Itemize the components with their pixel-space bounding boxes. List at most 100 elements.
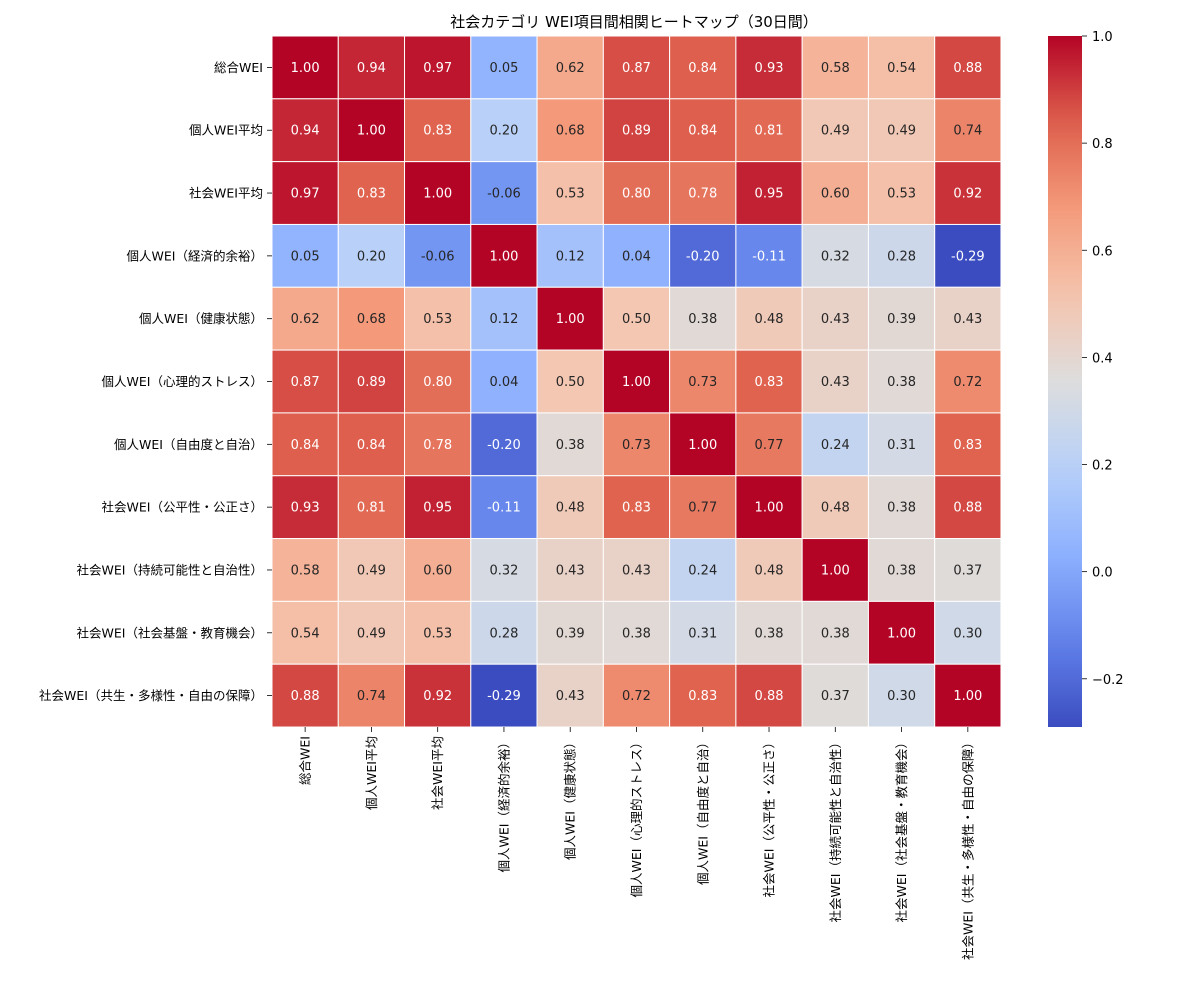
cell-value-label: -0.06 [487,187,521,202]
cell-value-label: 0.87 [291,375,320,390]
heatmap-cell [470,600,538,665]
colorbar-tick-label: −0.2 [1092,673,1124,688]
heatmap-cell [801,98,869,163]
colorbar-tick-label: 0.2 [1092,459,1113,474]
colorbar-tick-label: 0.8 [1092,137,1113,152]
heatmap-cell [801,349,869,414]
cell-value-label: -0.29 [951,249,985,264]
heatmap-cell [404,538,472,602]
cell-value-label: 0.80 [423,375,452,390]
cell-value-label: 0.97 [291,187,320,202]
cell-value-label: 0.81 [357,501,386,516]
cell-value-label: 0.38 [688,312,717,327]
cell-value-label: 0.62 [556,61,585,76]
cell-value-label: 0.04 [489,375,518,390]
heatmap-cell [669,412,737,477]
cell-value-label: 0.20 [357,249,386,264]
heatmap-cell [271,286,339,351]
heatmap-cell [271,538,339,602]
heatmap-cell [470,223,538,288]
heatmap-cell [536,600,604,665]
cell-value-label: 0.81 [755,124,784,139]
heatmap-cell [470,349,538,414]
row-tick-label: 個人WEI（健康状態） [139,311,263,326]
cell-value-label: 0.32 [489,563,518,578]
cell-value-label: 0.31 [688,626,717,641]
cell-value-label: 0.48 [755,563,784,578]
cell-value-label: 1.00 [622,375,651,390]
heatmap-cell [735,600,803,665]
heatmap-cell [337,663,406,728]
colorbar: −0.2 0.0 0.2 0.4 0.6 0.8 1.0 [1048,30,1124,727]
cell-value-label: 0.54 [291,626,320,641]
heatmap-cell [801,161,869,225]
cell-value-label: -0.06 [421,249,455,264]
heatmap-cell [735,412,803,477]
heatmap-cell [271,35,339,100]
cell-value-label: 0.05 [489,61,518,76]
cell-value-label: 0.38 [887,375,916,390]
cell-value-label: 0.68 [357,312,386,327]
heatmap-cell [934,35,1002,100]
heatmap-cell [470,286,538,351]
heatmap-cell [271,412,339,477]
heatmap-cell [867,538,936,602]
cell-value-label: 0.38 [556,438,585,453]
cell-value-label: 0.83 [953,438,982,453]
cell-value-label: 0.74 [357,689,386,704]
cell-value-label: 0.49 [357,626,386,641]
heatmap-cell [934,538,1002,602]
colorbar-gradient [1048,36,1082,727]
heatmap-cell [602,663,671,728]
heatmap-cell [271,349,339,414]
heatmap-cell [271,98,339,163]
cell-value-label: 0.88 [953,501,982,516]
heatmap-cell [735,538,803,602]
col-tick-label: 総合WEI [298,736,313,785]
heatmap-cell [271,475,339,540]
cell-value-label: 0.05 [291,249,320,264]
heatmap-cell [735,35,803,100]
cell-value-label: 0.92 [423,689,452,704]
cell-value-label: 0.60 [423,563,452,578]
cell-value-label: 0.62 [291,312,320,327]
cell-value-label: 0.84 [357,438,386,453]
heatmap-cell [934,286,1002,351]
cell-value-label: 0.38 [887,563,916,578]
heatmap-cell [867,223,936,288]
col-tick-labels: 総合WEI 個人WEI平均 社会WEI平均 個人WEI（経済的余裕） 個人WEI（健康状… [298,727,975,960]
cell-value-label: 0.38 [755,626,784,641]
cell-value-label: 0.84 [291,438,320,453]
cell-value-label: 0.84 [688,61,717,76]
heatmap-cell [669,475,737,540]
cell-value-label: 0.80 [622,187,651,202]
cell-value-label: 1.00 [887,626,916,641]
heatmap-cell [470,475,538,540]
cell-value-label: 0.31 [887,438,916,453]
heatmap-cell [934,349,1002,414]
cell-value-label: 0.77 [688,501,717,516]
heatmap-cell [404,412,472,477]
cell-value-label: 0.58 [821,61,850,76]
cell-value-label: 1.00 [291,61,320,76]
heatmap-cell [735,663,803,728]
cell-value-label: 0.97 [423,61,452,76]
cell-value-label: -0.20 [487,438,521,453]
cell-value-label: -0.11 [752,249,786,264]
row-tick-label: 社会WEI（持続可能性と自治性） [77,562,263,577]
col-tick-label: 個人WEI（心理的ストレス） [629,736,644,897]
heatmap-cell [536,98,604,163]
heatmap-cell [536,161,604,225]
cell-value-label: 1.00 [556,312,585,327]
cell-value-label: 0.53 [423,312,452,327]
heatmap-cell [404,98,472,163]
cell-value-label: 0.83 [622,501,651,516]
row-tick-label: 個人WEI平均 [189,123,263,138]
heatmap-cell [404,161,472,225]
cell-value-label: 0.92 [953,187,982,202]
colorbar-tick-label: 0.0 [1092,566,1113,581]
cell-value-label: 0.87 [622,61,651,76]
cell-value-label: 0.32 [821,249,850,264]
cell-value-label: 0.53 [423,626,452,641]
